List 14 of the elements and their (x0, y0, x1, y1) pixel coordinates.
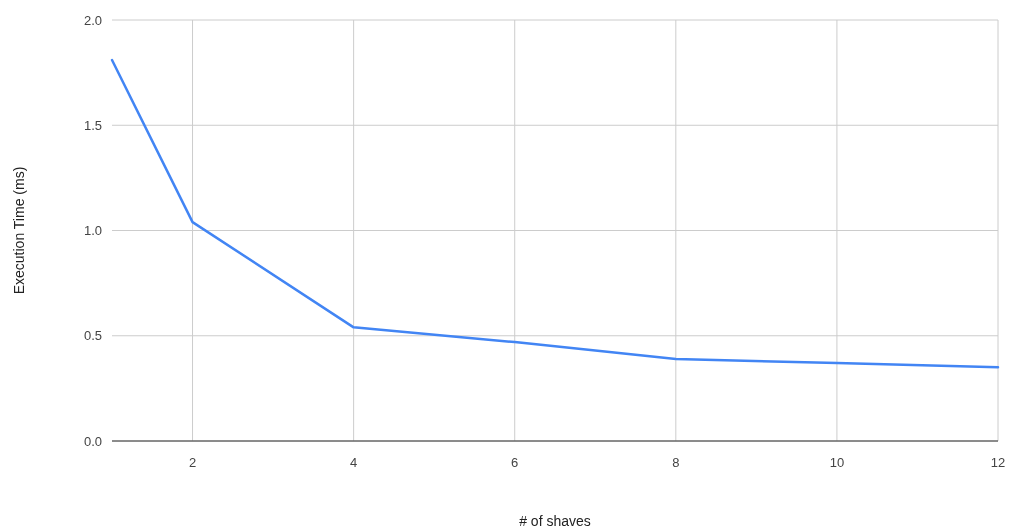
line-series (110, 58, 1000, 369)
x-tick-label: 6 (511, 455, 519, 470)
y-tick-label: 1.0 (83, 223, 102, 239)
x-tick-label: 4 (350, 455, 358, 470)
x-tick-label: 10 (829, 455, 845, 470)
y-tick-label: 0.0 (83, 433, 102, 449)
y-tick-label: 1.5 (83, 117, 102, 133)
y-tick-label: 2.0 (83, 12, 102, 28)
x-tick-label: 8 (672, 455, 680, 470)
x-axis-title: # of shaves (519, 513, 591, 529)
y-tick-label: 0.5 (83, 328, 102, 344)
y-axis-title: Execution Time (ms) (11, 166, 27, 295)
x-tick-label: 12 (990, 455, 1006, 470)
x-tick-label: 2 (188, 455, 197, 470)
